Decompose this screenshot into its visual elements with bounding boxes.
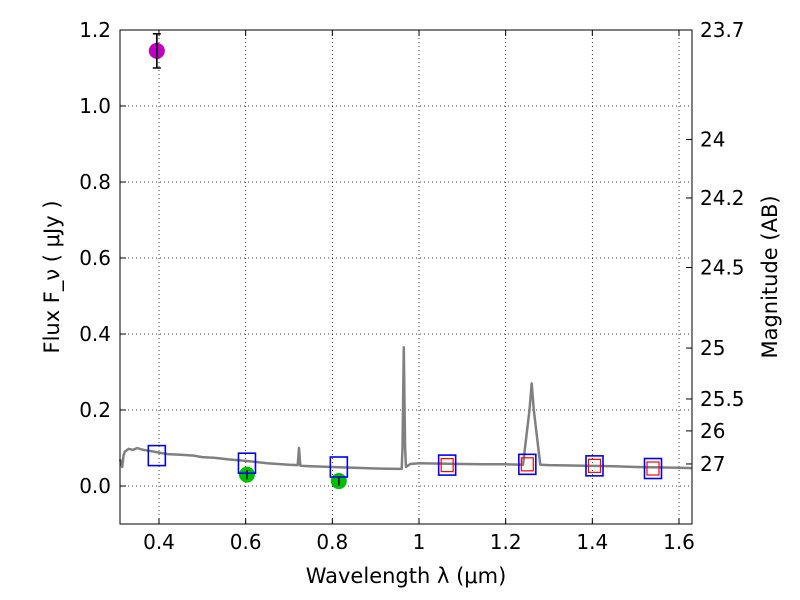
x-tick-label: 0.8 [316, 530, 348, 554]
model-spectrum-layer [118, 346, 693, 471]
y2-tick-label: 26 [700, 419, 725, 443]
model-photometry-square [585, 455, 604, 477]
y2-tick-label: 24 [700, 127, 725, 151]
upper-limit-square [587, 458, 602, 473]
x-tick-label: 1 [413, 530, 426, 554]
y2-tick-label: 25.5 [700, 387, 745, 411]
y2-tick-label: 27 [700, 452, 725, 476]
model-photometry-square [237, 452, 257, 475]
axis-ticks: 0.4 0.6 0.8 1 1.2 1.4 1.6 0.0 0.2 0.4 0.6 0.8 1.0 1.2… [79, 18, 744, 554]
upper-limit-square [520, 457, 534, 472]
x-axis-title: Wavelength λ (μm) [306, 564, 507, 588]
y-tick-label: 0.6 [79, 246, 111, 270]
y-tick-label: 1.0 [79, 94, 111, 118]
x-tick-label: 0.6 [230, 530, 262, 554]
upper-limit-square [646, 461, 660, 476]
model-photometry-square [643, 457, 663, 480]
y2-tick-label: 23.7 [700, 18, 745, 42]
model-photometry-square [329, 456, 349, 478]
y-tick-label: 0.8 [79, 170, 111, 194]
model-spectrum-line [118, 346, 693, 471]
model-photometry-square [147, 444, 167, 467]
x-tick-label: 0.4 [143, 530, 175, 554]
model-photometry-square [437, 454, 457, 476]
y2-axis-title: Magnitude (AB) [758, 195, 782, 358]
x-tick-label: 1.2 [490, 530, 522, 554]
y2-tick-label: 25 [700, 336, 725, 360]
y-tick-label: 0.4 [79, 322, 111, 346]
markers-layer [147, 33, 663, 490]
y-axis-title: Flux F_ν ( μJy ) [40, 200, 65, 353]
y-tick-label: 0.0 [79, 474, 111, 498]
y2-tick-label: 24.5 [700, 256, 745, 280]
plot-frame [119, 29, 693, 525]
y-tick-label: 1.2 [79, 18, 111, 42]
upper-limit-square [440, 458, 454, 473]
y-tick-label: 0.2 [79, 398, 111, 422]
y2-tick-label: 24.2 [700, 186, 745, 210]
x-tick-label: 1.6 [663, 530, 695, 554]
x-tick-label: 1.4 [576, 530, 608, 554]
model-photometry-square [518, 453, 537, 476]
